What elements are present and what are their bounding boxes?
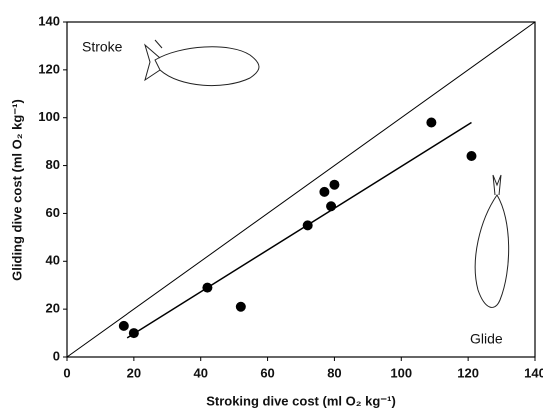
annotation: Stroke [82,39,123,55]
y-axis-label: Gliding dive cost (ml O₂ kg⁻¹) [9,99,24,281]
data-point [303,220,313,230]
data-point [129,328,139,338]
x-tick-label: 140 [524,365,543,380]
fish-stroke-drawing [145,40,259,86]
x-tick-label: 60 [260,365,274,380]
data-point [236,302,246,312]
y-tick-label: 100 [38,109,60,124]
reference-line [67,22,535,357]
data-point [426,118,436,128]
x-tick-label: 80 [327,365,341,380]
data-point [119,321,129,331]
y-tick-label: 40 [46,253,60,268]
y-tick-label: 120 [38,61,60,76]
y-tick-label: 0 [53,348,60,363]
data-point [329,180,339,190]
x-tick-label: 0 [63,365,70,380]
data-point [319,187,329,197]
y-tick-label: 80 [46,157,60,172]
x-tick-label: 20 [127,365,141,380]
x-tick-label: 100 [390,365,412,380]
data-point [326,201,336,211]
y-tick-label: 60 [46,205,60,220]
x-tick-label: 120 [457,365,479,380]
reference-line [127,123,471,338]
annotation: Glide [470,331,503,347]
data-point [202,283,212,293]
fish-glide-drawing [475,175,508,307]
x-axis-label: Stroking dive cost (ml O₂ kg⁻¹) [206,393,396,408]
y-tick-label: 140 [38,13,60,28]
data-point [466,151,476,161]
y-tick-label: 20 [46,301,60,316]
chart: Stroke Glide Gliding dive cost (ml O₂ kg… [0,0,543,413]
x-tick-label: 40 [193,365,207,380]
